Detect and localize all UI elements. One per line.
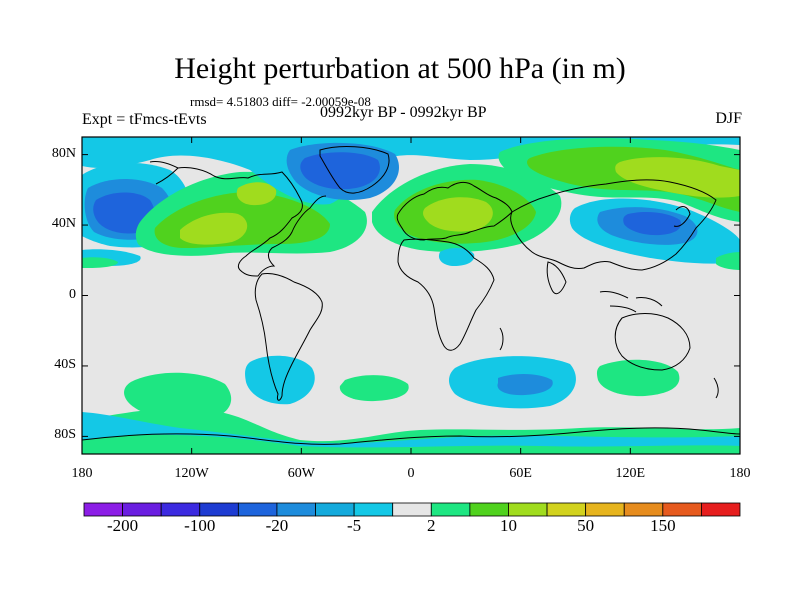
coastline-new-zealand <box>713 377 719 399</box>
tropical-blue-patch-1 <box>438 248 475 266</box>
coastline-south-america <box>254 273 323 401</box>
coastline-greenland <box>319 146 390 194</box>
colorbar-box <box>160 502 201 517</box>
greenland-darkblue <box>300 152 380 190</box>
eurasia-yellowgreen <box>423 197 493 232</box>
coastline-alaska <box>149 161 179 185</box>
arctic-lightblue <box>82 137 740 205</box>
colorbar-label: -20 <box>265 516 289 535</box>
colorbar-box <box>585 502 625 517</box>
lon-label: 120E <box>615 466 646 481</box>
s-australia-green <box>596 359 680 397</box>
colorbar-label: 2 <box>427 516 436 535</box>
lon-label: 180 <box>71 466 93 481</box>
coastline-antarctica <box>82 427 740 445</box>
colorbar-box <box>430 502 471 517</box>
lon-label: 0 <box>407 466 415 481</box>
s-america-blue <box>245 355 315 405</box>
colorbar-label: -5 <box>347 516 362 535</box>
s-pacific-green <box>124 372 232 422</box>
lat-label: 40S <box>54 356 76 372</box>
tropical-green-patch-1 <box>82 257 118 268</box>
n-atlantic-lightblue <box>82 140 150 162</box>
rmsd-stats: rmsd= 4.51803 diff= -2.00059e-08 <box>190 94 371 109</box>
south-green-lower <box>82 434 740 454</box>
coastlines <box>82 146 740 445</box>
lon-label: 180 <box>729 466 751 481</box>
colorbar-box <box>469 502 509 517</box>
colorbar-box <box>276 502 316 517</box>
e-asia-darkblue <box>623 212 682 236</box>
lat-label: 80S <box>54 427 76 443</box>
colorbar-box <box>701 502 741 517</box>
colorbar-box <box>122 502 162 517</box>
coastline-africa <box>397 238 495 351</box>
siberia-yellowgreen <box>615 157 740 198</box>
colorbar-label: -200 <box>106 516 139 535</box>
n-america-yellowgreen-2 <box>236 182 277 206</box>
lat-label: 0 <box>69 286 76 302</box>
colorbar-box <box>199 502 239 517</box>
coastline-north-america <box>177 167 327 277</box>
n-america-yellowgreen <box>180 212 248 245</box>
lon-label: 60E <box>509 466 532 481</box>
s-atlantic-green <box>339 375 409 402</box>
colorbar-box <box>83 502 123 517</box>
lat-label: 40N <box>51 216 76 232</box>
lon-label: 120W <box>174 466 209 481</box>
colorbar-label: 150 <box>650 516 676 535</box>
axis-ticks <box>81 137 741 454</box>
s-indian-midblue <box>497 374 553 396</box>
map-title: Height perturbation at 500 hPa (in m) <box>174 52 626 85</box>
coastline-australia <box>614 313 691 371</box>
colorbar-box <box>315 502 355 517</box>
colorbar-label: 10 <box>499 516 517 535</box>
tropical-green-patch-2 <box>716 252 740 270</box>
period-label: 0992kyr BP - 0992kyr BP <box>320 104 487 121</box>
contour-field <box>82 137 740 454</box>
experiment-label: Expt = tFmcs-tEvts <box>82 111 207 128</box>
colorbar-label: 50 <box>577 516 595 535</box>
lon-label: 60W <box>287 466 315 481</box>
coastline-indonesia <box>599 291 663 313</box>
colorbar-box <box>392 502 432 517</box>
coastline-madagascar <box>499 327 504 351</box>
season-label: DJF <box>715 110 742 127</box>
colorbar-box <box>662 502 702 517</box>
coastline-india <box>546 261 567 295</box>
coastline-asia <box>510 179 717 271</box>
coastline-japan <box>673 206 691 227</box>
colorbar-box <box>508 502 548 517</box>
colorbar-box <box>237 502 278 517</box>
colorbar-box <box>623 502 664 517</box>
colorbar-label: -100 <box>184 516 216 535</box>
lat-label: 80N <box>51 145 76 161</box>
colorbar-box <box>353 502 394 517</box>
colorbar-box <box>546 502 587 517</box>
colorbar <box>83 502 741 517</box>
